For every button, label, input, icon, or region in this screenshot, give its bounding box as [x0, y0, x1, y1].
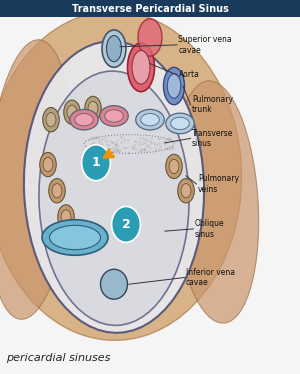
Ellipse shape — [46, 113, 56, 127]
Ellipse shape — [42, 220, 108, 255]
Ellipse shape — [50, 225, 100, 250]
Ellipse shape — [141, 113, 159, 126]
Ellipse shape — [58, 205, 74, 229]
Text: Pulmonary
veins: Pulmonary veins — [198, 174, 239, 194]
Ellipse shape — [164, 67, 184, 105]
Ellipse shape — [166, 154, 182, 178]
Circle shape — [82, 145, 110, 181]
Text: Pulmonary
trunk: Pulmonary trunk — [192, 95, 233, 114]
Ellipse shape — [138, 19, 162, 56]
Ellipse shape — [167, 74, 181, 98]
Ellipse shape — [181, 184, 191, 198]
Ellipse shape — [43, 157, 53, 172]
Ellipse shape — [173, 81, 259, 323]
Text: 2: 2 — [122, 218, 130, 231]
Ellipse shape — [171, 117, 189, 130]
Ellipse shape — [100, 105, 128, 126]
Text: pericardial sinuses: pericardial sinuses — [6, 353, 110, 363]
Ellipse shape — [178, 179, 194, 203]
Ellipse shape — [166, 113, 194, 134]
Text: Transverse
sinus: Transverse sinus — [192, 129, 233, 148]
Text: Aorta: Aorta — [178, 70, 200, 79]
Ellipse shape — [67, 105, 77, 119]
Ellipse shape — [49, 179, 65, 203]
Ellipse shape — [169, 159, 179, 174]
Ellipse shape — [88, 101, 98, 116]
Text: Inferior vena
cavae: Inferior vena cavae — [186, 268, 235, 287]
Ellipse shape — [70, 109, 98, 130]
Ellipse shape — [43, 108, 59, 132]
Text: Oblique
sinus: Oblique sinus — [195, 219, 225, 239]
Text: Superior vena
cavae: Superior vena cavae — [178, 35, 232, 55]
Ellipse shape — [105, 110, 123, 122]
Ellipse shape — [128, 43, 154, 92]
Ellipse shape — [39, 71, 189, 325]
Ellipse shape — [132, 50, 150, 84]
Ellipse shape — [64, 100, 80, 124]
Ellipse shape — [102, 30, 126, 67]
Ellipse shape — [61, 210, 71, 224]
Ellipse shape — [52, 184, 62, 198]
FancyBboxPatch shape — [0, 0, 300, 17]
Ellipse shape — [0, 11, 242, 340]
Ellipse shape — [136, 109, 164, 130]
Text: Transverse Pericardial Sinus: Transverse Pericardial Sinus — [72, 4, 228, 13]
Text: 1: 1 — [92, 156, 100, 169]
Ellipse shape — [75, 113, 93, 126]
Ellipse shape — [0, 40, 73, 319]
Ellipse shape — [85, 96, 101, 121]
Circle shape — [112, 206, 140, 242]
Ellipse shape — [106, 36, 122, 62]
Ellipse shape — [100, 269, 127, 299]
Ellipse shape — [24, 41, 204, 333]
Ellipse shape — [40, 153, 56, 177]
